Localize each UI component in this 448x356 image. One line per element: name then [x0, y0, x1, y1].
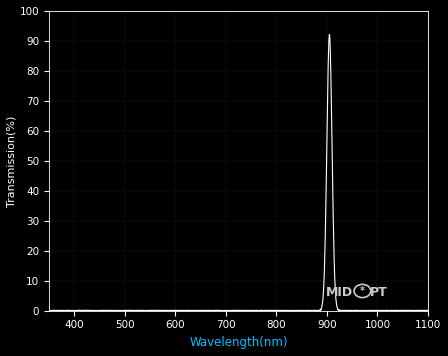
Text: MID: MID	[326, 286, 353, 299]
Y-axis label: Transmission(%): Transmission(%)	[7, 115, 17, 206]
Text: *: *	[360, 286, 365, 296]
Text: PT: PT	[370, 286, 388, 299]
X-axis label: Wavelength(nm): Wavelength(nm)	[189, 336, 288, 349]
